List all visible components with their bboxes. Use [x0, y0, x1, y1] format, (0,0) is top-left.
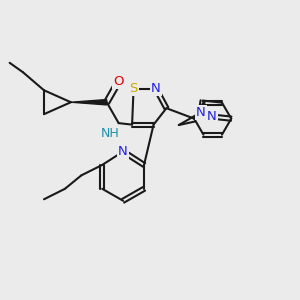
Text: S: S	[129, 82, 138, 95]
Text: N: N	[151, 82, 161, 95]
Text: N: N	[207, 110, 217, 123]
Polygon shape	[71, 100, 107, 105]
Text: N: N	[118, 145, 128, 158]
Text: O: O	[113, 75, 124, 88]
Text: N: N	[196, 106, 206, 119]
Text: NH: NH	[100, 127, 119, 140]
